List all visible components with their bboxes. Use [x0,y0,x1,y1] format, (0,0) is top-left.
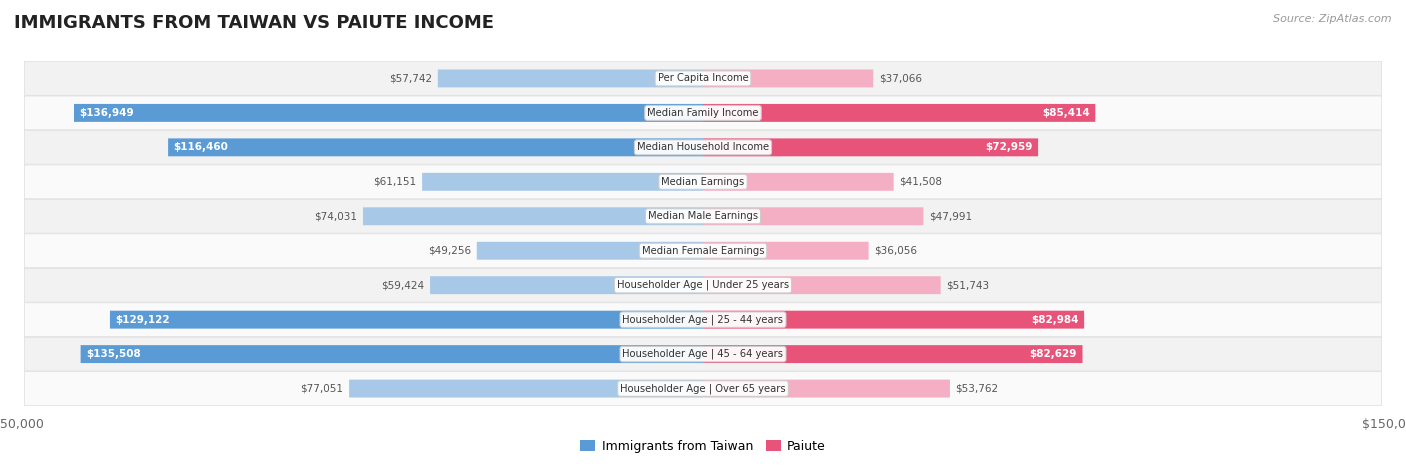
FancyBboxPatch shape [24,130,1382,164]
Text: $41,508: $41,508 [900,177,942,187]
FancyBboxPatch shape [703,70,873,87]
Text: $59,424: $59,424 [381,280,425,290]
Text: Source: ZipAtlas.com: Source: ZipAtlas.com [1274,14,1392,24]
Text: $74,031: $74,031 [315,211,357,221]
Text: $37,066: $37,066 [879,73,922,84]
FancyBboxPatch shape [363,207,703,225]
Text: Householder Age | 25 - 44 years: Householder Age | 25 - 44 years [623,314,783,325]
FancyBboxPatch shape [80,345,703,363]
FancyBboxPatch shape [24,269,1382,302]
FancyBboxPatch shape [110,311,703,329]
Text: $116,460: $116,460 [173,142,229,152]
Text: $53,762: $53,762 [956,383,998,394]
Text: Median Earnings: Median Earnings [661,177,745,187]
Text: $82,629: $82,629 [1029,349,1077,359]
Text: $85,414: $85,414 [1042,108,1090,118]
FancyBboxPatch shape [24,199,1382,233]
FancyBboxPatch shape [703,138,1038,156]
Text: Median Female Earnings: Median Female Earnings [641,246,765,256]
FancyBboxPatch shape [703,104,1095,122]
Text: IMMIGRANTS FROM TAIWAN VS PAIUTE INCOME: IMMIGRANTS FROM TAIWAN VS PAIUTE INCOME [14,14,494,32]
Text: Median Household Income: Median Household Income [637,142,769,152]
Text: Median Male Earnings: Median Male Earnings [648,211,758,221]
FancyBboxPatch shape [169,138,703,156]
Text: $61,151: $61,151 [374,177,416,187]
Text: $51,743: $51,743 [946,280,990,290]
FancyBboxPatch shape [477,242,703,260]
Text: $72,959: $72,959 [986,142,1032,152]
Text: $49,256: $49,256 [429,246,471,256]
FancyBboxPatch shape [703,276,941,294]
FancyBboxPatch shape [422,173,703,191]
Text: Householder Age | Under 25 years: Householder Age | Under 25 years [617,280,789,290]
Legend: Immigrants from Taiwan, Paiute: Immigrants from Taiwan, Paiute [575,435,831,458]
Text: Median Family Income: Median Family Income [647,108,759,118]
FancyBboxPatch shape [703,345,1083,363]
Text: $135,508: $135,508 [86,349,141,359]
FancyBboxPatch shape [24,303,1382,337]
FancyBboxPatch shape [24,372,1382,405]
FancyBboxPatch shape [703,242,869,260]
Text: $82,984: $82,984 [1031,315,1078,325]
FancyBboxPatch shape [24,337,1382,371]
FancyBboxPatch shape [703,173,894,191]
Text: $47,991: $47,991 [929,211,972,221]
Text: Per Capita Income: Per Capita Income [658,73,748,84]
Text: Householder Age | 45 - 64 years: Householder Age | 45 - 64 years [623,349,783,359]
Text: $136,949: $136,949 [80,108,134,118]
FancyBboxPatch shape [703,311,1084,329]
FancyBboxPatch shape [24,234,1382,268]
FancyBboxPatch shape [430,276,703,294]
Text: $129,122: $129,122 [115,315,170,325]
FancyBboxPatch shape [24,165,1382,198]
FancyBboxPatch shape [349,380,703,397]
FancyBboxPatch shape [703,207,924,225]
Text: Householder Age | Over 65 years: Householder Age | Over 65 years [620,383,786,394]
FancyBboxPatch shape [437,70,703,87]
FancyBboxPatch shape [24,62,1382,95]
Text: $36,056: $36,056 [875,246,917,256]
FancyBboxPatch shape [703,380,950,397]
Text: $77,051: $77,051 [301,383,343,394]
FancyBboxPatch shape [24,96,1382,130]
Text: $57,742: $57,742 [389,73,432,84]
FancyBboxPatch shape [75,104,703,122]
